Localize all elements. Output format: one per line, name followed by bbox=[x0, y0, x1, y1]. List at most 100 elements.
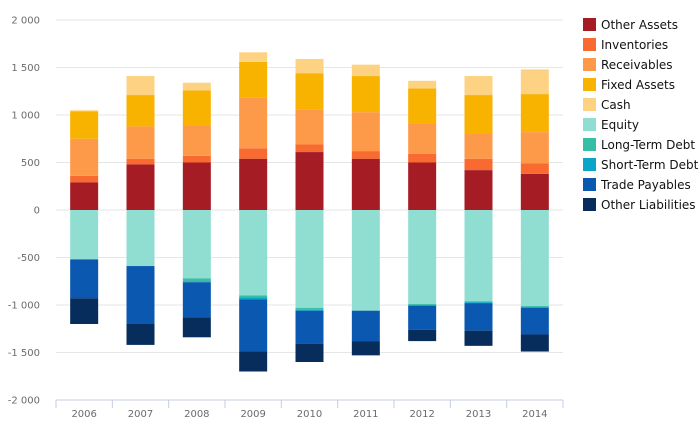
bar-long-term-debt-2012 bbox=[408, 304, 437, 305]
bar-inventories-2010 bbox=[295, 144, 324, 153]
bar-fixed-assets-2007 bbox=[126, 95, 155, 127]
bar-other-assets-2014 bbox=[520, 173, 549, 210]
x-tick-label: 2009 bbox=[240, 409, 265, 420]
legend-item[interactable]: Other Liabilities bbox=[583, 198, 696, 212]
x-tick-label: 2011 bbox=[353, 409, 378, 420]
y-tick-label: -1 500 bbox=[8, 348, 40, 359]
legend-label: Receivables bbox=[601, 58, 673, 72]
bar-fixed-assets-2009 bbox=[239, 61, 268, 98]
bar-receivables-2009 bbox=[239, 97, 268, 149]
legend-label: Cash bbox=[601, 98, 631, 112]
y-tick-label: -1 000 bbox=[8, 301, 40, 312]
x-tick-label: 2012 bbox=[409, 409, 434, 420]
bar-fixed-assets-2010 bbox=[295, 73, 324, 110]
bar-long-term-debt-2008 bbox=[182, 278, 211, 282]
bar-cash-2007 bbox=[126, 76, 155, 96]
y-tick-label: 500 bbox=[21, 158, 40, 169]
legend-item[interactable]: Short-Term Debt bbox=[583, 158, 699, 172]
bar-trade-payables-2011 bbox=[351, 310, 380, 342]
legend-swatch bbox=[583, 78, 596, 91]
bar-equity-2007 bbox=[126, 210, 155, 267]
bar-trade-payables-2008 bbox=[182, 282, 211, 318]
legend-item[interactable]: Receivables bbox=[583, 58, 673, 72]
x-tick-label: 2014 bbox=[522, 409, 547, 420]
legend-item[interactable]: Cash bbox=[583, 98, 631, 112]
bar-long-term-debt-2014 bbox=[520, 305, 549, 307]
legend-swatch bbox=[583, 18, 596, 31]
y-tick-label: 2 000 bbox=[11, 16, 40, 27]
bar-other-assets-2009 bbox=[239, 158, 268, 210]
legend-item[interactable]: Inventories bbox=[583, 38, 668, 52]
bar-equity-2006 bbox=[70, 210, 99, 260]
bar-receivables-2013 bbox=[464, 134, 493, 159]
y-tick-label: 1 500 bbox=[11, 63, 40, 74]
bar-equity-2012 bbox=[408, 210, 437, 305]
bar-trade-payables-2013 bbox=[464, 303, 493, 331]
bar-cash-2006 bbox=[70, 110, 99, 112]
y-axis-ticks: 2 000 1 500 1 000 500 0 -500 -1 000 -1 500 -2 00… bbox=[8, 16, 40, 407]
bar-receivables-2007 bbox=[126, 126, 155, 159]
bar-other-liabilities-2009 bbox=[239, 351, 268, 372]
bar-short-term-debt-2008 bbox=[182, 281, 211, 283]
legend-swatch bbox=[583, 98, 596, 111]
bar-short-term-debt-2013 bbox=[464, 302, 493, 304]
bar-other-assets-2013 bbox=[464, 170, 493, 210]
y-tick-label: -500 bbox=[17, 253, 40, 264]
bar-inventories-2011 bbox=[351, 151, 380, 159]
y-tick-label: 1 000 bbox=[11, 111, 40, 122]
x-tick-label: 2006 bbox=[71, 409, 96, 420]
legend-label: Inventories bbox=[601, 38, 668, 52]
bar-fixed-assets-2011 bbox=[351, 76, 380, 113]
x-axis: 2006 2007 2008 2009 2010 2011 2012 2013 2014 bbox=[55, 399, 564, 420]
legend: Other Assets Inventories Receivables Fixed … bbox=[583, 18, 699, 212]
legend-swatch bbox=[583, 158, 596, 171]
bar-fixed-assets-2006 bbox=[70, 111, 99, 139]
bar-inventories-2013 bbox=[464, 158, 493, 171]
legend-item[interactable]: Fixed Assets bbox=[583, 78, 675, 92]
x-tick-label: 2013 bbox=[466, 409, 491, 420]
bar-inventories-2012 bbox=[408, 153, 437, 163]
bar-long-term-debt-2009 bbox=[239, 295, 268, 298]
bar-receivables-2010 bbox=[295, 109, 324, 145]
y-tick-label: 0 bbox=[34, 206, 40, 217]
bar-other-liabilities-2011 bbox=[351, 341, 380, 356]
legend-swatch bbox=[583, 198, 596, 211]
legend-item[interactable]: Other Assets bbox=[583, 18, 678, 32]
bar-equity-2009 bbox=[239, 210, 268, 296]
bar-fixed-assets-2014 bbox=[520, 94, 549, 133]
bar-inventories-2007 bbox=[126, 158, 155, 165]
legend-label: Other Assets bbox=[601, 18, 678, 32]
bar-short-term-debt-2010 bbox=[295, 309, 324, 311]
legend-item[interactable]: Trade Payables bbox=[583, 178, 691, 192]
bar-other-liabilities-2013 bbox=[464, 330, 493, 346]
legend-label: Short-Term Debt bbox=[601, 158, 699, 172]
bar-cash-2013 bbox=[464, 76, 493, 96]
x-tick-label: 2008 bbox=[184, 409, 209, 420]
bar-inventories-2009 bbox=[239, 148, 268, 159]
bar-fixed-assets-2013 bbox=[464, 95, 493, 134]
y-tick-label: -2 000 bbox=[8, 396, 40, 407]
bar-receivables-2011 bbox=[351, 112, 380, 152]
legend-label: Other Liabilities bbox=[601, 198, 696, 212]
bar-other-liabilities-2006 bbox=[70, 298, 99, 324]
legend-swatch bbox=[583, 138, 596, 151]
bar-short-term-debt-2009 bbox=[239, 297, 268, 300]
bar-receivables-2014 bbox=[520, 132, 549, 164]
bar-other-assets-2010 bbox=[295, 152, 324, 210]
bar-cash-2011 bbox=[351, 64, 380, 77]
bar-other-liabilities-2008 bbox=[182, 317, 211, 338]
bar-other-assets-2008 bbox=[182, 162, 211, 210]
legend-item[interactable]: Equity bbox=[583, 118, 639, 132]
bar-trade-payables-2014 bbox=[520, 307, 549, 335]
bar-cash-2010 bbox=[295, 58, 324, 74]
bar-fixed-assets-2008 bbox=[182, 90, 211, 126]
bar-inventories-2006 bbox=[70, 175, 99, 183]
bar-receivables-2006 bbox=[70, 138, 99, 176]
bar-other-assets-2012 bbox=[408, 162, 437, 210]
legend-swatch bbox=[583, 58, 596, 71]
legend-swatch bbox=[583, 118, 596, 131]
bar-cash-2012 bbox=[408, 80, 437, 89]
legend-item[interactable]: Long-Term Debt bbox=[583, 138, 695, 152]
bar-other-liabilities-2007 bbox=[126, 324, 155, 345]
